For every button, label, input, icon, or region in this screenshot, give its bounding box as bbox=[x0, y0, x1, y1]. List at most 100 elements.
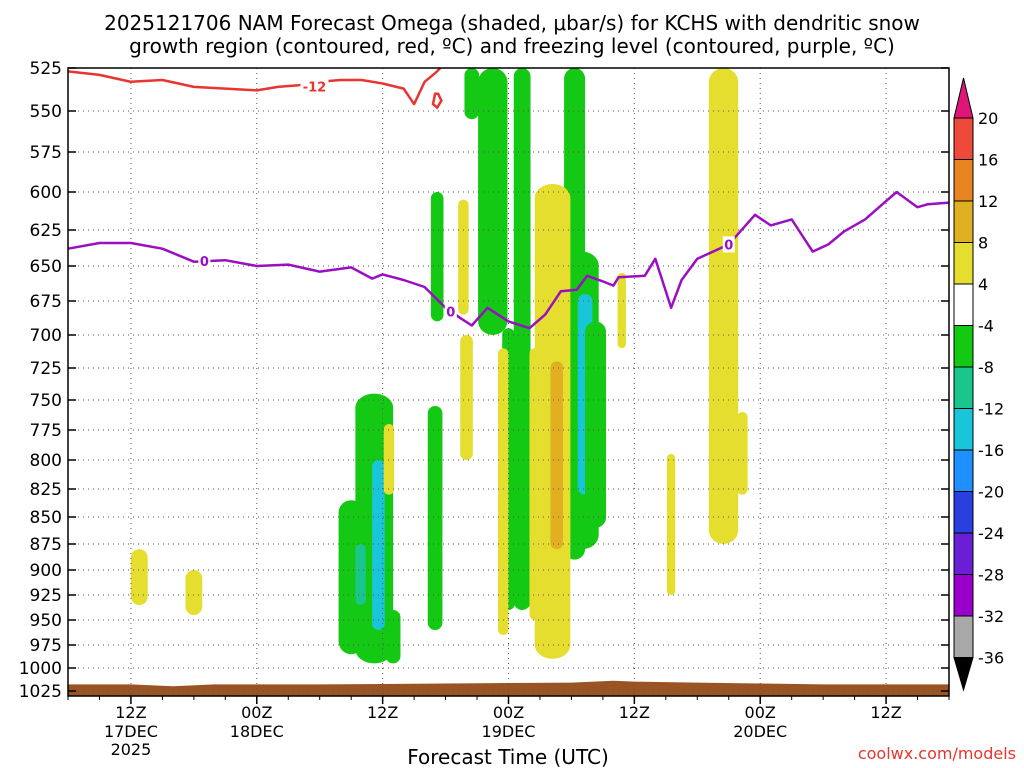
colorbar-box-4 bbox=[953, 283, 974, 326]
credit-text: coolwx.com/models bbox=[858, 744, 1016, 763]
y-tick-label-11: 800 bbox=[30, 451, 62, 471]
omega-cell-23 bbox=[550, 361, 564, 550]
x-tick-label-1: 00Z bbox=[241, 703, 272, 722]
omega-cell-13 bbox=[355, 544, 366, 605]
y-tick-label-7: 700 bbox=[30, 326, 62, 346]
colorbar-box-6 bbox=[953, 366, 974, 409]
colorbar-label-1: 16 bbox=[978, 151, 998, 170]
colorbar-label-12: -32 bbox=[978, 607, 1004, 626]
omega-cell-9 bbox=[427, 406, 443, 630]
freezing-label-0: 0 bbox=[200, 255, 209, 270]
dgz-label-bg bbox=[300, 78, 329, 95]
y-tick-label-1: 550 bbox=[30, 102, 62, 122]
y-tick-label-13: 850 bbox=[30, 508, 62, 528]
omega-cell-0 bbox=[430, 192, 444, 322]
freezing-label-1: 0 bbox=[446, 305, 455, 320]
omega-cell-8 bbox=[585, 321, 607, 528]
colorbar-label-6: -8 bbox=[978, 358, 994, 377]
colorbar-box-11 bbox=[953, 574, 974, 617]
freezing-level-contour bbox=[67, 190, 950, 330]
x-tick-date-3: 19DEC bbox=[482, 722, 536, 741]
omega-cell-18 bbox=[458, 199, 469, 315]
y-tick-label-4: 625 bbox=[30, 221, 62, 241]
contour-labels: 0 0 0 -12 bbox=[198, 78, 735, 320]
colorbar-label-4: 4 bbox=[978, 275, 988, 294]
x-axis-label: Forecast Time (UTC) bbox=[407, 745, 609, 768]
chart-title-line2: growth region (contoured, red, ºC) and f… bbox=[129, 34, 895, 58]
omega-cell-17 bbox=[383, 424, 395, 495]
freezing-label-bg-0 bbox=[198, 253, 211, 270]
omega-cell-27 bbox=[737, 412, 748, 495]
omega-cell-19 bbox=[460, 335, 473, 460]
colorbar-box-3 bbox=[953, 242, 974, 285]
colorbar-label-0: 20 bbox=[978, 109, 998, 128]
colorbar-over-triangle bbox=[953, 77, 974, 119]
colorbar-label-7: -12 bbox=[978, 400, 1004, 419]
y-axis: 525 550 575 600 625 650 675 700 725 750 775 800 825 8… bbox=[19, 59, 949, 702]
x-tick-date-5: 20DEC bbox=[733, 722, 787, 741]
y-tick-label-0: 525 bbox=[30, 59, 62, 79]
x-tick-label-6: 12Z bbox=[870, 703, 901, 722]
colorbar-box-9 bbox=[953, 491, 974, 534]
colorbar: 20 16 12 8 4 -4 -8 -12 -16 -20 -24 -28 -32 -36 bbox=[953, 77, 1004, 692]
omega-cell-14 bbox=[385, 610, 401, 664]
colorbar-under-triangle bbox=[953, 657, 974, 692]
y-tick-label-9: 750 bbox=[30, 391, 62, 411]
x-tick-label-2: 12Z bbox=[367, 703, 398, 722]
y-tick-label-2: 575 bbox=[30, 143, 62, 163]
x-tick-label-5: 00Z bbox=[745, 703, 776, 722]
omega-shading-layer bbox=[130, 68, 748, 664]
colorbar-label-5: -4 bbox=[978, 317, 994, 336]
colorbar-box-1 bbox=[953, 159, 974, 202]
x-tick-label-4: 12Z bbox=[619, 703, 650, 722]
omega-cell-11 bbox=[372, 460, 385, 630]
omega-cell-20 bbox=[498, 348, 509, 635]
colorbar-box-8 bbox=[953, 449, 974, 492]
colorbar-box-12 bbox=[953, 615, 974, 658]
colorbar-box-0 bbox=[953, 117, 974, 160]
colorbar-label-13: -36 bbox=[978, 649, 1004, 668]
y-tick-label-5: 650 bbox=[30, 257, 62, 277]
y-tick-label-6: 675 bbox=[30, 292, 62, 312]
freezing-label-bg-1 bbox=[444, 303, 457, 320]
omega-cell-16 bbox=[185, 570, 203, 615]
y-tick-label-15: 900 bbox=[30, 561, 62, 581]
y-tick-label-19: 1000 bbox=[19, 659, 62, 679]
y-tick-label-8: 725 bbox=[30, 359, 62, 379]
chart-title-line1: 2025121706 NAM Forecast Omega (shaded, μ… bbox=[104, 11, 920, 35]
y-tick-label-10: 775 bbox=[30, 421, 62, 441]
x-tick-label-3: 00Z bbox=[493, 703, 524, 722]
y-tick-label-3: 600 bbox=[30, 183, 62, 203]
grid-lines bbox=[68, 68, 949, 696]
omega-cell-12 bbox=[338, 500, 364, 655]
y-tick-label-16: 925 bbox=[30, 586, 62, 606]
omega-cell-26 bbox=[708, 68, 739, 544]
colorbar-label-3: 8 bbox=[978, 234, 988, 253]
omega-cell-3 bbox=[513, 68, 531, 610]
y-tick-label-20: 1025 bbox=[19, 682, 62, 702]
colorbar-label-11: -28 bbox=[978, 566, 1004, 585]
y-tick-label-14: 875 bbox=[30, 535, 62, 555]
omega-cell-24 bbox=[617, 273, 626, 349]
plot-area: 0 0 0 -12 bbox=[67, 67, 950, 697]
freezing-label-2: 0 bbox=[724, 238, 733, 253]
dgz-label: -12 bbox=[303, 81, 327, 96]
colorbar-box-2 bbox=[953, 200, 974, 243]
y-tick-label-18: 975 bbox=[30, 636, 62, 656]
dgz-minus12-loop bbox=[431, 92, 443, 110]
freezing-label-bg-2 bbox=[722, 236, 735, 253]
y-tick-label-12: 825 bbox=[30, 480, 62, 500]
colorbar-label-8: -16 bbox=[978, 441, 1004, 460]
omega-cell-15 bbox=[130, 549, 148, 605]
colorbar-box-5 bbox=[953, 325, 974, 368]
colorbar-label-9: -20 bbox=[978, 483, 1004, 502]
colorbar-box-7 bbox=[953, 408, 974, 451]
omega-cell-2 bbox=[478, 68, 508, 335]
colorbar-label-2: 12 bbox=[978, 192, 998, 211]
x-tick-year-0: 2025 bbox=[111, 740, 152, 759]
y-tick-label-17: 950 bbox=[30, 611, 62, 631]
omega-cell-25 bbox=[666, 454, 676, 595]
x-tick-date-0: 17DEC bbox=[104, 722, 158, 741]
x-tick-label-0: 12Z bbox=[115, 703, 146, 722]
